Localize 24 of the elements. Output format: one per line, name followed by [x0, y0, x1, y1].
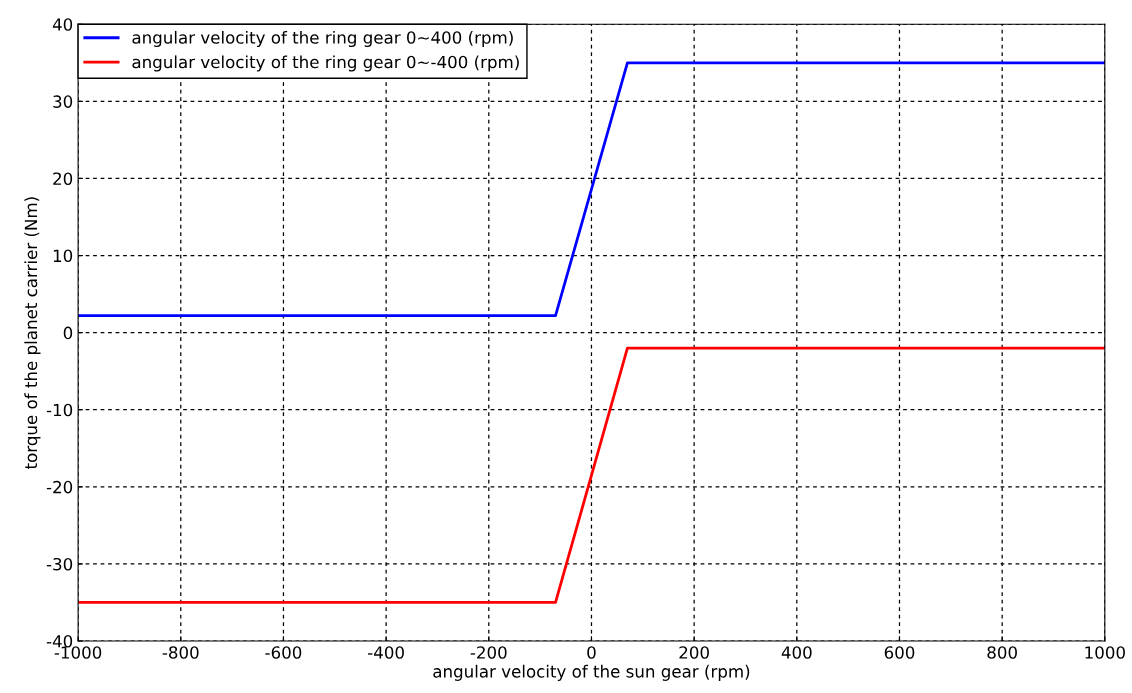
legend-label: angular velocity of the ring gear 0~400 (rpm): [132, 30, 513, 48]
x-tick-label: -400: [368, 646, 404, 659]
legend-label: angular velocity of the ring gear 0~-400 (rpm): [132, 55, 519, 72]
y-tick-label: 0: [63, 326, 73, 340]
y-tick-label: 10: [53, 249, 73, 263]
x-tick-label: 800: [987, 646, 1017, 659]
x-tick-label: -800: [162, 646, 199, 659]
x-tick-label: 600: [884, 646, 915, 659]
x-tick-label: 400: [781, 646, 812, 659]
x-tick-label: -1000: [54, 646, 102, 659]
x-tick-label: 200: [679, 646, 709, 659]
y-tick-label: 30: [53, 95, 73, 108]
y-tick-label: -20: [46, 480, 73, 494]
x-axis-title: angular velocity of the sun gear (rpm): [433, 664, 750, 681]
y-tick-label: -40: [46, 634, 73, 648]
x-tick-label: -600: [265, 646, 302, 659]
y-tick-label: 20: [53, 172, 73, 186]
y-tick-label: -10: [46, 403, 73, 417]
y-axis-title: torque of the planet carrier (Nm): [24, 197, 41, 469]
y-tick-label: -30: [46, 557, 73, 571]
x-tick-label: -200: [470, 646, 507, 659]
y-tick-label: 40: [52, 18, 73, 31]
x-tick-label: 0: [587, 646, 596, 659]
x-tick-label: 1000: [1085, 646, 1125, 659]
